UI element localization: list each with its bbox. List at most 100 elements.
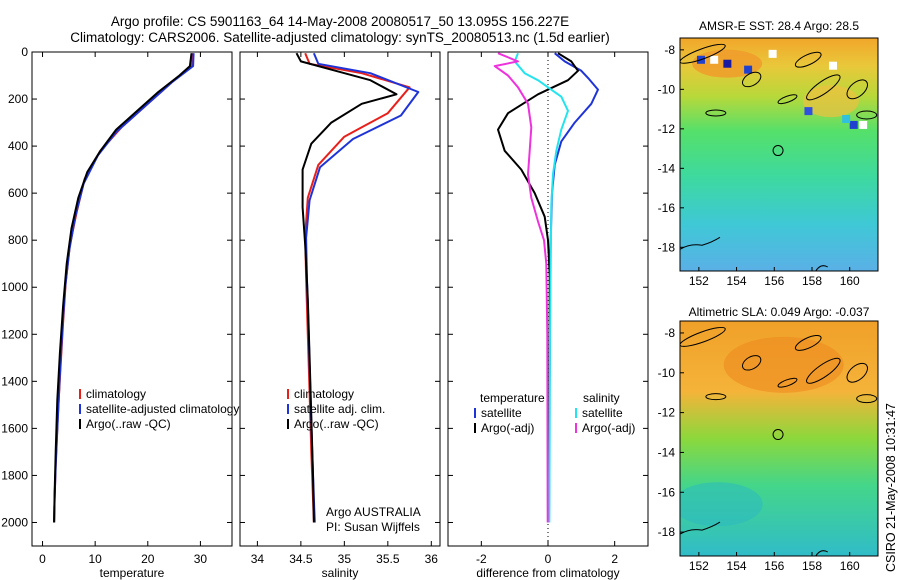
- map-title: Altimetric SLA: 0.049 Argo: -0.037: [689, 305, 870, 319]
- coastline: [815, 550, 829, 556]
- data-gap-pixel: [859, 120, 868, 129]
- map-y-tick-label: -8: [664, 43, 675, 57]
- data-gap-pixel: [842, 115, 851, 124]
- map-y-tick-label: -8: [664, 326, 675, 340]
- coastline: [846, 79, 868, 100]
- x-tick-label: 35.5: [376, 552, 400, 566]
- map-x-tick-label: 156: [764, 274, 784, 288]
- map-y-tick-label: -14: [658, 445, 676, 459]
- map-x-tick-label: 156: [764, 559, 784, 573]
- series-argo-raw-qc-: [295, 52, 398, 523]
- title-line-1: Argo profile: CS 5901163_64 14-May-2008 …: [111, 14, 569, 29]
- map-field: [680, 38, 878, 271]
- map-y-tick-label: -18: [658, 240, 676, 254]
- series-salinity-satellite: [513, 52, 569, 523]
- legend-label: Argo(-adj): [481, 421, 534, 435]
- map-title: AMSR-E SST: 28.4 Argo: 28.5: [699, 19, 859, 33]
- legend-label: satellite-adjusted climatology: [86, 402, 239, 416]
- plot-frame: [31, 51, 233, 547]
- map-sst_map: AMSR-E SST: 28.4 Argo: 28.5 152 154 156 158 1…: [658, 19, 879, 288]
- x-tick-label: 10: [88, 552, 102, 566]
- y-tick-label: 1200: [1, 327, 28, 341]
- coastline: [856, 110, 878, 120]
- annotation-line: PI: Susan Wijffels: [326, 520, 420, 534]
- coastline: [705, 109, 727, 117]
- map-x-tick-label: 160: [840, 274, 860, 288]
- coastline: [777, 94, 798, 105]
- map-y-tick-label: -10: [658, 366, 676, 380]
- y-tick-label: 600: [8, 186, 28, 200]
- legend-label: satellite adj. clim.: [294, 402, 385, 416]
- coastline: [806, 357, 841, 384]
- x-tick-label: 0: [39, 552, 46, 566]
- coastline: [806, 74, 841, 101]
- coastline: [680, 236, 721, 250]
- series-salinity-argo-adj-: [493, 52, 549, 523]
- coastline: [846, 362, 868, 383]
- map-features: [680, 326, 878, 556]
- legend-label: Argo(..raw -QC): [294, 417, 379, 431]
- panel-temperature: 0 10 20 30 temperature 0 200 400 600 800 1000 1200 1…: [1, 45, 239, 580]
- x-tick-label: 35: [338, 552, 352, 566]
- warm-patch: [802, 85, 859, 118]
- legend-label: Argo(-adj): [582, 421, 635, 435]
- map-y-tick-label: -16: [658, 485, 676, 499]
- legend-title-temperature: temperature: [480, 391, 545, 405]
- low-anomaly-patch: [680, 482, 763, 527]
- legend-label: Argo(..raw -QC): [86, 417, 171, 431]
- y-tick-label: 400: [8, 139, 28, 153]
- coastline: [777, 377, 798, 388]
- side-timestamp: CSIRO 21-May-2008 10:31:47: [884, 403, 898, 572]
- data-gap-pixel: [828, 61, 837, 70]
- data-gap-pixel: [723, 59, 732, 68]
- x-tick-label: 2: [611, 552, 618, 566]
- map-y-tick-label: -12: [658, 122, 676, 136]
- annotation-line: Argo AUSTRALIA: [326, 505, 421, 519]
- map-x-tick-label: 154: [727, 559, 747, 573]
- high-anomaly-patch: [723, 336, 844, 393]
- map-x-tick-label: 158: [802, 559, 822, 573]
- map-x-tick-label: 158: [802, 274, 822, 288]
- x-tick-label: 0: [545, 552, 552, 566]
- coastline: [741, 355, 762, 371]
- map-x-tick-label: 154: [727, 274, 747, 288]
- y-tick-label: 1600: [1, 421, 28, 435]
- data-gap-pixel: [849, 120, 858, 129]
- legend-title-salinity: salinity: [583, 391, 620, 405]
- coastline: [856, 394, 878, 404]
- map-y-tick-label: -10: [658, 82, 676, 96]
- x-axis-label: difference from climatology: [476, 566, 619, 580]
- map-y-tick-label: -16: [658, 201, 676, 215]
- map-frame: [679, 320, 879, 557]
- x-tick-label: 20: [141, 552, 155, 566]
- panel-salinity: 34 34.5 35 35.5 36 salinity climatologysatelli…: [239, 51, 441, 580]
- y-tick-label: 1000: [1, 280, 28, 294]
- map-panels: AMSR-E SST: 28.4 Argo: 28.5 152 154 156 158 1…: [658, 19, 879, 573]
- map-x-tick-label: 152: [689, 274, 709, 288]
- map-features: [680, 43, 878, 271]
- x-tick-label: -2: [476, 552, 487, 566]
- data-gap-pixel: [744, 65, 753, 74]
- legend-label: climatology: [294, 387, 354, 401]
- argo-position-marker: [772, 145, 784, 157]
- legend-label: climatology: [86, 387, 146, 401]
- y-tick-label: 1400: [1, 374, 28, 388]
- y-tick-label: 200: [8, 92, 28, 106]
- map-y-tick-label: -18: [658, 525, 676, 539]
- coastline: [705, 393, 727, 401]
- y-tick-label: 0: [21, 45, 28, 59]
- x-axis-label: temperature: [100, 566, 165, 580]
- x-tick-label: 34: [251, 552, 265, 566]
- map-y-tick-label: -14: [658, 161, 676, 175]
- coastline: [741, 71, 762, 88]
- title-line-2: Climatology: CARS2006. Satellite-adjuste…: [70, 30, 610, 45]
- coastline: [815, 265, 829, 271]
- profile-panels: 0 10 20 30temperature0200400600800100012001…: [1, 45, 649, 580]
- y-tick-label: 2000: [1, 515, 28, 529]
- legend-label: satellite: [481, 406, 522, 420]
- map-x-tick-label: 152: [689, 559, 709, 573]
- y-tick-label: 1800: [1, 468, 28, 482]
- legend-label: satellite: [582, 406, 623, 420]
